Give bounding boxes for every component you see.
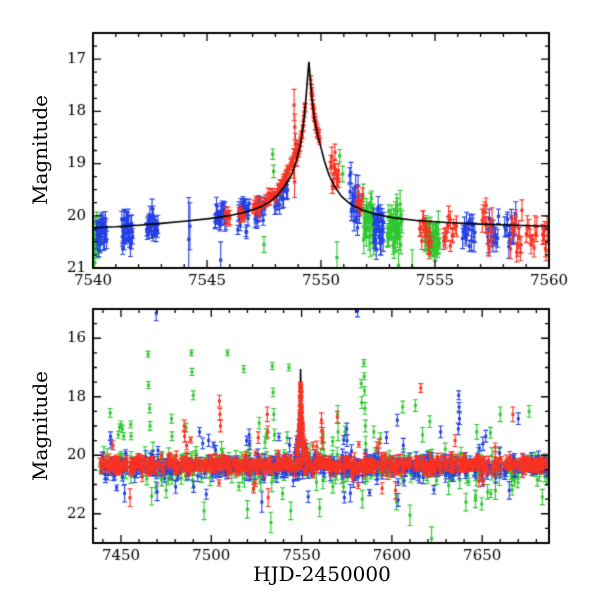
x-axis-label: HJD-2450000	[253, 562, 391, 586]
y-axis-label-top: Magnitude	[28, 94, 52, 206]
y-axis-label-bottom: Magnitude	[28, 370, 52, 482]
